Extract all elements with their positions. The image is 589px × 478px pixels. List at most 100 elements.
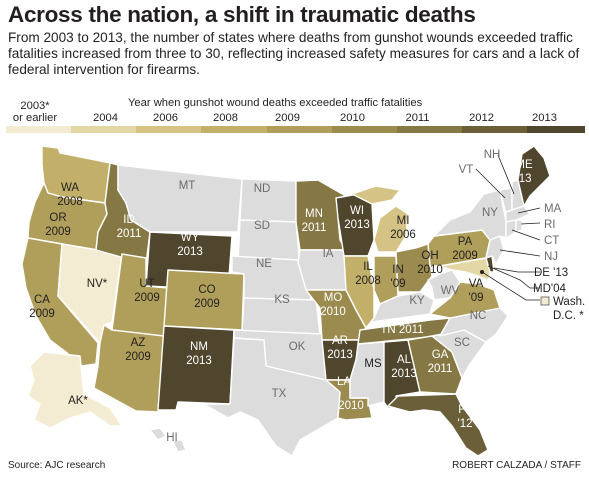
legend-label-2006: 2006 xyxy=(153,112,178,124)
legend-label-2004: 2004 xyxy=(93,112,118,124)
label-ut: UT 2009 xyxy=(134,278,160,304)
svg-text:AK*: AK* xyxy=(68,395,88,407)
svg-text:2011: 2011 xyxy=(302,222,327,234)
svg-text:2013: 2013 xyxy=(327,349,353,361)
label-mi: MI 2006 xyxy=(390,215,416,241)
legend-label-2011: 2011 xyxy=(405,112,430,124)
label-ar: AR 2013 xyxy=(327,335,353,361)
svg-text:WV: WV xyxy=(441,285,460,297)
svg-text:2006: 2006 xyxy=(390,229,416,241)
state-ma xyxy=(505,205,531,223)
label-nm: NM 2013 xyxy=(186,341,212,367)
legend-label-line: 2003* xyxy=(20,100,50,112)
dc-swatch xyxy=(540,296,550,306)
legend-label-2012: 2012 xyxy=(469,112,494,124)
state-mi xyxy=(373,205,409,253)
legend-label-line: or earlier xyxy=(12,112,58,124)
state-mi-up xyxy=(351,185,401,205)
svg-text:2009: 2009 xyxy=(134,292,160,304)
svg-text:NM: NM xyxy=(190,341,208,353)
svg-text:2011: 2011 xyxy=(117,228,142,240)
svg-text:KS: KS xyxy=(274,294,290,306)
label-nd: ND xyxy=(254,183,271,195)
svg-text:2010: 2010 xyxy=(417,264,443,276)
label-ok: OK xyxy=(289,341,306,353)
svg-text:OR: OR xyxy=(49,212,66,224)
label-va: VA '09 xyxy=(469,278,484,304)
label-nc: NC xyxy=(470,310,487,322)
leader-vt xyxy=(475,168,506,199)
label-wy: WY 2013 xyxy=(177,232,203,258)
us-map xyxy=(21,145,551,457)
label-al: AL 2013 xyxy=(391,354,417,380)
legend-swatch xyxy=(71,126,140,133)
svg-text:NY: NY xyxy=(482,207,498,219)
leader-ma xyxy=(517,207,541,214)
state-ri xyxy=(515,219,523,233)
leader-de xyxy=(493,267,540,273)
svg-text:TN 2011: TN 2011 xyxy=(380,324,423,336)
headline: Across the nation, a shift in traumatic … xyxy=(8,2,476,27)
leader-ct xyxy=(511,229,541,241)
state-hi xyxy=(149,427,187,453)
svg-text:MT: MT xyxy=(179,180,196,192)
label-ne: NE xyxy=(256,258,272,270)
label-fl: FL '12 xyxy=(458,404,473,430)
state-fl xyxy=(387,393,489,457)
legend-swatch xyxy=(201,126,271,133)
label-wi: WI 2013 xyxy=(344,205,370,231)
svg-text:WY: WY xyxy=(181,232,200,244)
svg-text:PA: PA xyxy=(458,236,473,248)
svg-text:AR: AR xyxy=(332,335,348,347)
label-id: ID 2011 xyxy=(117,214,142,240)
svg-text:CO: CO xyxy=(198,284,215,296)
svg-text:2013: 2013 xyxy=(186,355,212,367)
callout-ri: RI xyxy=(544,219,556,231)
svg-text:ME: ME xyxy=(515,159,533,171)
callout-vt: VT xyxy=(459,164,474,176)
svg-text:MO: MO xyxy=(324,292,343,304)
svg-text:2009: 2009 xyxy=(194,298,220,310)
label-mn: MN 2011 xyxy=(302,208,327,234)
svg-text:KY: KY xyxy=(409,295,425,307)
credit: ROBERT CALZADA / STAFF xyxy=(452,460,581,471)
svg-text:GA: GA xyxy=(432,349,449,361)
svg-text:HI: HI xyxy=(166,432,178,444)
label-mo: MO 2010 xyxy=(320,292,346,318)
svg-text:IN: IN xyxy=(392,264,404,276)
svg-text:NV*: NV* xyxy=(87,278,108,290)
legend-title: Year when gunshot wound deaths exceeded … xyxy=(128,97,423,109)
leader-ri xyxy=(520,222,541,225)
svg-text:VA: VA xyxy=(469,278,484,290)
svg-text:MN: MN xyxy=(305,208,323,220)
label-ky: KY xyxy=(409,295,425,307)
svg-text:IA: IA xyxy=(323,248,334,260)
callout-ct: CT xyxy=(544,235,559,247)
label-or: OR 2009 xyxy=(45,212,71,238)
label-pa: PA 2009 xyxy=(452,236,478,262)
state-oh xyxy=(395,243,433,293)
svg-text:FL: FL xyxy=(458,404,472,416)
legend-label-2008: 2008 xyxy=(213,112,238,124)
leader-nj xyxy=(499,249,541,257)
label-co: CO 2009 xyxy=(194,284,220,310)
svg-text:NE: NE xyxy=(256,258,272,270)
legend-swatch xyxy=(462,126,531,133)
svg-text:'13: '13 xyxy=(517,173,532,185)
svg-text:OK: OK xyxy=(289,341,306,353)
label-me: ME '13 xyxy=(515,159,533,185)
label-oh: OH 2010 xyxy=(417,250,443,276)
legend-swatch xyxy=(397,126,466,133)
subhead: From 2003 to 2013, the number of states … xyxy=(8,30,580,77)
svg-text:WA: WA xyxy=(61,182,79,194)
label-il: IL 2008 xyxy=(355,261,381,287)
leader-dc xyxy=(481,271,540,301)
state-ky xyxy=(365,291,435,329)
label-in: IN '09 xyxy=(391,264,406,290)
svg-text:2008: 2008 xyxy=(57,196,83,208)
svg-text:UT: UT xyxy=(139,278,154,290)
label-ak: AK* xyxy=(68,395,88,407)
svg-text:CA: CA xyxy=(34,294,50,306)
legend-label-2009: 2009 xyxy=(275,112,300,124)
legend-label-2003: 2003* or earlier xyxy=(6,100,64,124)
